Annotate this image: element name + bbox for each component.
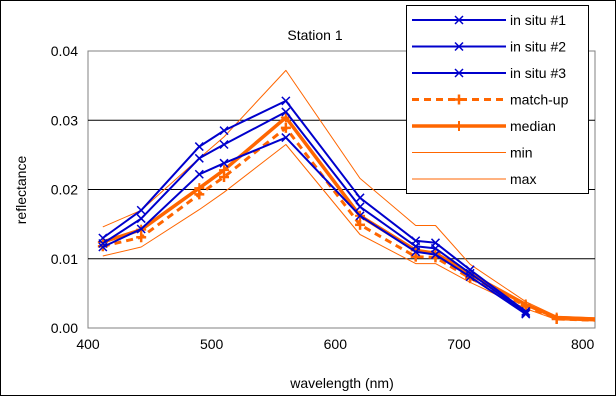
marker-x	[454, 15, 464, 25]
legend-label: median	[510, 118, 556, 134]
marker-x	[194, 142, 204, 152]
legend-label: match-up	[510, 92, 569, 108]
series-in-situ-3	[98, 133, 531, 319]
x-tick-label: 400	[76, 336, 100, 352]
marker-x	[355, 193, 365, 203]
y-tick-label: 0.01	[51, 251, 78, 267]
series-line	[102, 99, 527, 313]
marker-x	[98, 242, 108, 252]
marker-x	[521, 308, 531, 318]
marker-x	[219, 158, 229, 168]
legend-entry: max	[412, 171, 536, 187]
legend-entry: match-up	[412, 92, 569, 108]
marker-x	[219, 126, 229, 136]
series-in-situ-1	[98, 96, 531, 316]
y-tick-label: 0.02	[51, 182, 78, 198]
marker-x	[281, 107, 291, 117]
x-tick-label: 600	[324, 336, 348, 352]
y-axis-ticks: 0.00 0.01 0.02 0.03 0.04	[51, 43, 78, 336]
marker-x	[355, 211, 365, 221]
marker-x	[219, 139, 229, 150]
legend-entry: in situ #2	[412, 39, 566, 55]
legend-label: max	[510, 171, 536, 187]
marker-x	[281, 133, 291, 143]
marker-x	[136, 205, 146, 215]
marker-x	[454, 68, 464, 78]
marker-x	[98, 238, 108, 249]
marker-x	[194, 153, 204, 163]
marker-x	[355, 202, 365, 212]
marker-x	[430, 250, 441, 260]
marker-x	[194, 169, 204, 179]
series-line	[102, 144, 595, 322]
x-tick-label: 700	[447, 336, 471, 352]
legend-entry: in situ #3	[412, 65, 566, 81]
x-tick-label: 800	[571, 336, 595, 352]
y-tick-label: 0.04	[51, 43, 78, 59]
marker-x	[281, 96, 291, 106]
legend-label: in situ #2	[510, 39, 566, 55]
x-tick-label: 500	[200, 336, 224, 352]
marker-x	[465, 272, 475, 282]
legend-label: in situ #1	[510, 12, 566, 28]
series-line	[102, 136, 527, 315]
x-axis-ticks: 400 500 600 700 800	[76, 336, 594, 352]
marker-x	[521, 306, 531, 316]
legend-label: min	[510, 145, 533, 161]
series-in-situ-2	[98, 107, 531, 318]
marker-x	[136, 224, 146, 234]
marker-x	[411, 247, 421, 257]
y-tick-label: 0.00	[51, 320, 78, 336]
legend-entry: in situ #1	[412, 12, 566, 28]
series-min	[102, 144, 595, 322]
x-axis-label: wavelength (nm)	[289, 375, 394, 391]
y-tick-label: 0.03	[51, 112, 78, 128]
legend-label: in situ #3	[510, 65, 566, 81]
marker-x	[521, 309, 531, 319]
marker-x	[136, 214, 146, 224]
legend-entry: min	[412, 145, 533, 161]
chart-title: Station 1	[287, 27, 342, 43]
series-line	[102, 110, 527, 314]
marker-x	[454, 41, 464, 52]
legend-entry: median	[412, 118, 556, 134]
legend: in situ #1 in situ #2 in situ #3 match-up me…	[406, 5, 589, 194]
y-axis-label: reflectance	[13, 156, 29, 225]
series-layer	[97, 69, 595, 324]
